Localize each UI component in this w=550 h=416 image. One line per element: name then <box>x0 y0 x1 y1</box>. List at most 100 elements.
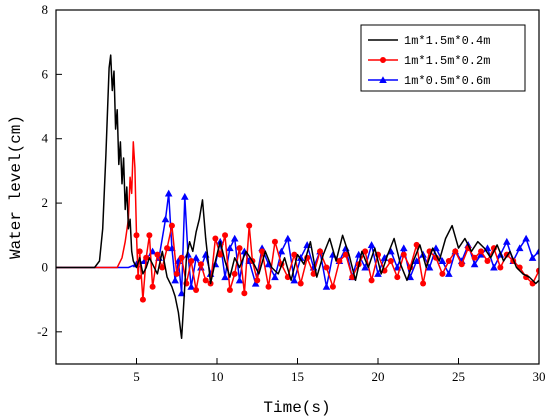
series-0000ff-point <box>251 279 260 287</box>
series-0000ff-point <box>271 273 279 281</box>
series-ff0000-point <box>254 277 261 284</box>
series-ff0000-point <box>497 264 504 271</box>
series-ff0000-point <box>197 261 204 268</box>
series-ff0000-point <box>139 296 146 303</box>
series-0000ff-point <box>226 244 234 252</box>
series-ff0000-point <box>133 232 140 239</box>
y-tick-label: 8 <box>42 2 49 17</box>
series-ff0000-point <box>143 254 150 261</box>
y-axis: -2 0 2 4 6 8 <box>37 2 62 339</box>
series-000000-group <box>56 54 539 340</box>
series-ff0000-point <box>154 251 161 258</box>
series-ff0000-point <box>159 264 166 271</box>
x-axis: 5 10 15 20 25 30 <box>133 358 546 384</box>
series-0000ff-point <box>230 234 239 242</box>
series-0000ff-point <box>322 282 331 290</box>
series-ff0000-point <box>135 274 142 281</box>
series-ff0000-point <box>173 270 180 277</box>
series-ff0000-point <box>164 245 171 252</box>
series-ff0000-point <box>484 258 491 265</box>
series-ff0000-point <box>149 283 156 290</box>
series-000000-line <box>56 54 539 340</box>
series-ff0000-point <box>146 232 153 239</box>
series-0000ff-point <box>290 276 299 284</box>
x-tick-label: 5 <box>133 369 140 384</box>
series-ff0000-point <box>291 251 298 258</box>
x-tick-label: 20 <box>372 369 385 384</box>
legend-ff0000-marker <box>380 57 386 63</box>
series-ff0000-point <box>231 270 238 277</box>
series-layer <box>56 54 539 340</box>
x-tick-label: 10 <box>211 369 224 384</box>
series-0000ff-line <box>56 192 539 294</box>
series-0000ff-point <box>367 241 376 248</box>
series-0000ff-point <box>161 215 170 223</box>
series-0000ff-point <box>522 234 530 242</box>
series-ff0000-point <box>222 232 229 239</box>
series-ff0000-point <box>439 270 446 277</box>
series-0000ff-point <box>535 247 539 255</box>
series-0000ff-point <box>470 260 479 268</box>
series-ff0000-point <box>420 280 427 287</box>
series-0000ff-point <box>177 289 186 297</box>
series-ff0000-point <box>368 277 375 284</box>
series-0000ff-point <box>235 276 244 284</box>
series-ff0000-point <box>236 245 243 252</box>
series-ff0000-point <box>265 283 272 290</box>
series-0000ff-point <box>445 270 453 277</box>
series-0000ff-point <box>399 244 408 252</box>
series-ff0000-point <box>471 254 478 261</box>
series-0000ff-point <box>361 263 369 271</box>
series-ff0000-point <box>178 254 185 261</box>
series-0000ff-point <box>164 189 173 197</box>
series-ff0000-point <box>259 248 266 255</box>
legend: 1m*1.5m*0.4m 1m*1.5m*0.2m 1m*0.5m*0.6m <box>360 24 526 92</box>
series-ff0000-point <box>317 248 324 255</box>
series-ff0000-line <box>56 141 539 301</box>
y-tick-label: 4 <box>42 131 49 146</box>
legend-000000-label: 1m*1.5m*0.4m <box>404 34 490 48</box>
y-tick-label: -2 <box>37 324 48 339</box>
series-0000ff-point <box>284 234 292 242</box>
series-ff0000-point <box>445 258 452 265</box>
series-0000ff-point <box>490 263 498 271</box>
series-ff0000-point <box>362 248 369 255</box>
series-0000ff-point <box>412 257 421 265</box>
series-ff0000-point <box>212 235 219 242</box>
y-tick-label: 2 <box>42 195 49 210</box>
series-0000ff-point <box>296 254 305 261</box>
series-ff0000-point <box>193 286 200 293</box>
series-0000ff-point <box>171 276 179 284</box>
series-ff0000-group <box>56 141 539 303</box>
x-axis-title: Time(s) <box>263 399 330 416</box>
series-0000ff-point <box>374 270 382 277</box>
series-ff0000-point <box>217 251 224 258</box>
x-tick-label: 30 <box>533 369 546 384</box>
series-ff0000-point <box>413 241 420 248</box>
series-0000ff-point <box>515 244 524 252</box>
series-0000ff-point <box>425 263 434 271</box>
y-tick-label: 6 <box>42 66 49 81</box>
series-ff0000-point <box>400 251 407 258</box>
series-ff0000-point <box>452 248 459 255</box>
series-ff0000-point <box>136 248 143 255</box>
series-0000ff-point <box>181 192 189 200</box>
series-0000ff-point <box>277 247 286 255</box>
series-ff0000-point <box>246 222 253 229</box>
series-ff0000-point <box>297 280 304 287</box>
series-ff0000-point <box>387 258 394 265</box>
series-ff0000-point <box>342 251 349 258</box>
series-ff0000-point <box>394 274 401 281</box>
series-ff0000-point <box>458 261 465 268</box>
series-ff0000-point <box>310 270 317 277</box>
legend-ff0000-label: 1m*1.5m*0.2m <box>404 54 490 68</box>
series-0000ff-point <box>503 237 511 245</box>
series-ff0000-point <box>336 258 343 265</box>
series-ff0000-point <box>168 222 175 229</box>
series-ff0000-point <box>323 264 330 271</box>
legend-0000ff-marker <box>379 76 387 84</box>
legend-0000ff-label: 1m*0.5m*0.6m <box>404 74 490 88</box>
series-ff0000-point <box>188 258 195 265</box>
series-0000ff-point <box>221 273 229 281</box>
x-tick-label: 25 <box>452 369 465 384</box>
